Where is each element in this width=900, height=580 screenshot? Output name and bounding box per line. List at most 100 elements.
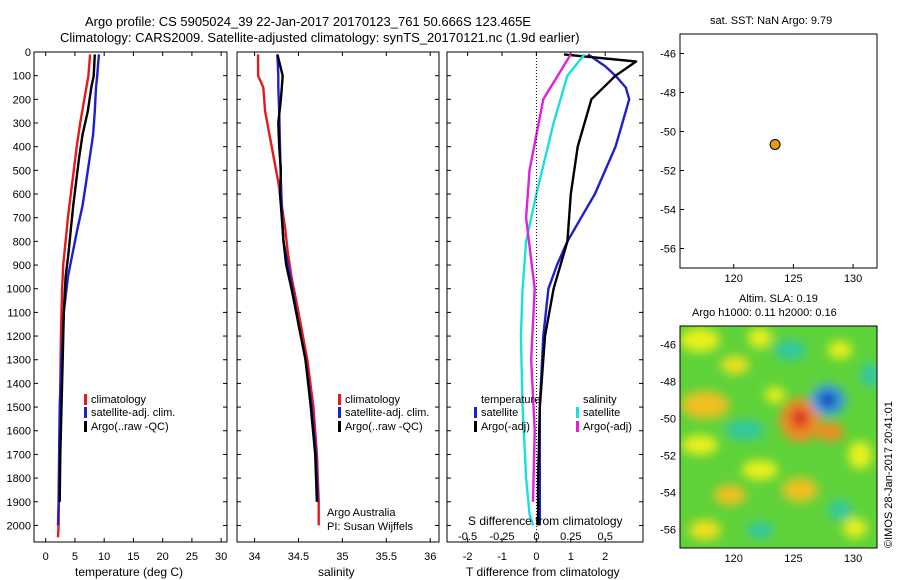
depth-tick-label: 1700: [7, 449, 31, 461]
map-lat-tick-label: -48: [660, 88, 676, 100]
x-tick-label: 34.5: [288, 551, 309, 563]
depth-tick-label: 100: [13, 71, 31, 83]
depth-tick-label: 800: [13, 236, 31, 248]
legend-swatch-argo: [338, 421, 341, 432]
depth-tick-label: 1800: [7, 473, 31, 485]
depth-tick-label: 900: [13, 260, 31, 272]
x-tick-label: 35.5: [376, 551, 397, 563]
series-line-argo-adj-: [524, 53, 572, 502]
sla-subtitle: Argo h1000: 0.11 h2000: 0.16: [692, 307, 837, 319]
legend-swatch-t-argo: [474, 421, 477, 432]
legend-label-climatology: climatology: [345, 394, 401, 406]
depth-tick-label: 400: [13, 142, 31, 154]
x-tick-label: 0: [43, 551, 49, 563]
legend-heading-salinity: salinity: [583, 394, 617, 406]
t-difference-xlabel: T difference from climatology: [466, 565, 620, 579]
map-lon-tick-label: 120: [725, 553, 743, 565]
legend-swatch-climatology: [84, 394, 87, 405]
x-tick-label: -1: [497, 551, 507, 563]
legend-label-t-argo: Argo(-adj): [481, 421, 530, 433]
salinity-legend: climatology satellite-adj. clim. Argo(..…: [338, 394, 429, 433]
location-map-axes: [679, 33, 878, 269]
depth-tick-label: 200: [13, 94, 31, 106]
difference-legend: temperature satellite Argo(-adj) salinit…: [474, 394, 632, 433]
depth-tick-label: 700: [13, 213, 31, 225]
salinity-xlabel: salinity: [318, 565, 355, 579]
sla-map-axes: [679, 325, 878, 549]
map-lon-tick-label: 125: [784, 553, 802, 565]
map-lat-tick-label: -50: [660, 414, 676, 426]
x-tick-label: -2: [463, 551, 473, 563]
legend-swatch-s-satellite: [576, 407, 579, 418]
depth-tick-label: 500: [13, 165, 31, 177]
map-lat-tick-label: -48: [660, 377, 676, 389]
series-line-argo-adj-: [536, 53, 638, 526]
credit-line-1: Argo Australia: [327, 507, 396, 519]
x-tick-label: 35: [336, 551, 348, 563]
legend-label-s-argo: Argo(-adj): [583, 421, 632, 433]
depth-tick-label: 0: [25, 47, 31, 59]
x-tick-label: 5: [72, 551, 78, 563]
map-lat-tick-label: -52: [660, 166, 676, 178]
depth-tick-label: 1300: [7, 355, 31, 367]
depth-tick-label: 300: [13, 118, 31, 130]
legend-label-satellite: satellite-adj. clim.: [345, 407, 429, 419]
header-line-2: Climatology: CARS2009. Satellite-adjuste…: [60, 30, 580, 45]
series-line-climatology: [256, 54, 320, 526]
legend-label-argo: Argo(..raw -QC): [345, 421, 423, 433]
s-tick-label: 0.25: [560, 531, 581, 543]
x-tick-label: 30: [215, 551, 227, 563]
series-line-satellite: [519, 53, 586, 526]
depth-tick-label: 1600: [7, 426, 31, 438]
map-lat-tick-label: -46: [660, 49, 676, 61]
x-tick-label: 20: [157, 551, 169, 563]
s-tick-label: 0: [533, 531, 539, 543]
map-lon-tick-label: 130: [844, 273, 862, 285]
series-line-satellite-adj-clim-: [276, 54, 319, 502]
temperature-axes: [33, 51, 228, 543]
x-tick-label: 34: [248, 551, 260, 563]
temperature-legend: climatology satellite-adj. clim. Argo(..…: [84, 394, 175, 433]
legend-swatch-climatology: [338, 394, 341, 405]
legend-swatch-s-argo: [576, 421, 579, 432]
temperature-xlabel: temperature (deg C): [75, 565, 183, 579]
x-tick-label: 36: [424, 551, 436, 563]
map-lon-tick-label: 120: [725, 273, 743, 285]
s-tick-label: -0.25: [489, 531, 514, 543]
s-tick-label: 0.5: [598, 531, 613, 543]
sla-title: Altim. SLA: 0.19: [739, 293, 818, 305]
x-tick-label: 10: [98, 551, 110, 563]
depth-tick-label: 1900: [7, 497, 31, 509]
legend-swatch-t-satellite: [474, 407, 477, 418]
difference-axes: [446, 51, 644, 543]
map-lon-tick-label: 125: [784, 273, 802, 285]
header-line-1: Argo profile: CS 5905024_39 22-Jan-2017 …: [85, 14, 531, 29]
depth-tick-label: 1500: [7, 402, 31, 414]
sla-heatmap: [680, 326, 877, 548]
map-lat-tick-label: -54: [660, 488, 676, 500]
depth-tick-label: 1400: [7, 378, 31, 390]
x-tick-label: 25: [186, 551, 198, 563]
map-lat-tick-label: -52: [660, 451, 676, 463]
legend-swatch-satellite: [84, 407, 87, 418]
map-lat-tick-label: -50: [660, 127, 676, 139]
map-lat-tick-label: -56: [660, 244, 676, 256]
imos-stamp: ©IMOS 28-Jan-2017 20:41:01: [883, 401, 895, 548]
legend-heading-temperature: temperature: [481, 394, 540, 406]
legend-label-s-satellite: satellite: [583, 407, 620, 419]
legend-label-climatology: climatology: [91, 394, 147, 406]
location-map-title: sat. SST: NaN Argo: 9.79: [710, 15, 832, 27]
salinity-axes: [236, 51, 440, 543]
legend-swatch-argo: [84, 421, 87, 432]
depth-tick-label: 600: [13, 189, 31, 201]
legend-label-argo: Argo(..raw -QC): [91, 421, 169, 433]
depth-tick-label: 1000: [7, 284, 31, 296]
map-lon-tick-label: 130: [844, 553, 862, 565]
series-line-argo-raw-qc-: [58, 54, 96, 502]
map-lat-tick-label: -54: [660, 205, 676, 217]
depth-tick-label: 1100: [7, 307, 31, 319]
legend-swatch-satellite: [338, 407, 341, 418]
x-tick-label: 15: [127, 551, 139, 563]
s-tick-label: -0.5: [458, 531, 477, 543]
